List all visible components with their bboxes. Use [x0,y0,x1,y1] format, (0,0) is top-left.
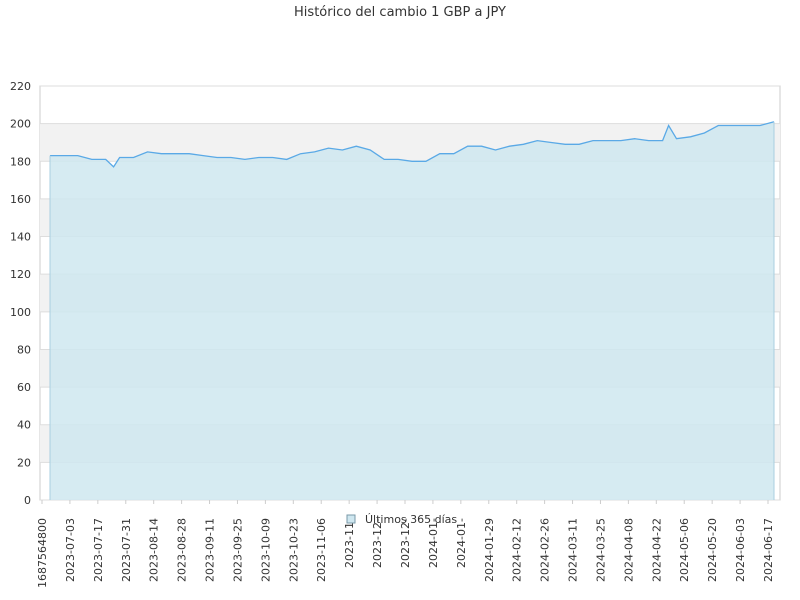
x-tick-label: 2023-10-09 [259,518,272,582]
y-tick-label: 180 [10,155,31,168]
x-tick-label: 2024-03-11 [567,518,580,582]
x-tick-label: 2023-11-06 [315,518,328,582]
y-tick-label: 0 [24,494,31,507]
x-tick-label: 2023-07-31 [120,518,133,582]
x-tick-label: 2023-09-11 [204,518,217,582]
x-tick-label: 2024-02-26 [539,518,552,582]
x-tick-label: 2024-04-08 [622,518,635,582]
x-tick-label: 2023-10-23 [287,518,300,582]
legend-label-series-0[interactable]: Últimos 365 días [365,513,457,526]
x-tick-label: 2024-02-12 [511,518,524,582]
y-tick-label: 80 [17,343,31,356]
x-tick-label: 2024-01- [427,518,440,568]
series-0-line [50,121,775,168]
x-tick-label: 2024-05-20 [706,518,719,582]
x-tick-label: 2023-08-14 [148,518,161,582]
x-tick-label: 2023-09-25 [231,518,244,582]
series-area [49,121,775,501]
x-tick-label: 2024-04-22 [650,518,663,582]
x-tick-label: 2023-12- [371,518,384,568]
legend-swatch[interactable] [346,514,356,524]
x-tick-label: 2023-11- [343,518,356,568]
y-tick-label: 60 [17,381,31,394]
x-tick-label: 2024-03-25 [594,518,607,582]
x-tick-label: 2024-05-06 [678,518,691,582]
legend[interactable]: Últimos 365 días [346,513,457,526]
y-tick-label: 220 [10,80,31,93]
x-tick-label: 2023-07-17 [92,518,105,582]
x-tick-label: 2023-07-03 [64,518,77,582]
y-tick-label: 200 [10,118,31,131]
y-tick-label: 120 [10,268,31,281]
y-tick-label: 160 [10,193,31,206]
x-tick-label: 2024-06-03 [734,518,747,582]
y-axis: 0 20 40 60 80 100 120 140 160 180 200 220 [10,80,31,507]
y-tick-label: 20 [17,456,31,469]
x-tick-label: 2024-01- [455,518,468,568]
y-tick-label: 140 [10,231,31,244]
y-tick-label: 40 [17,419,31,432]
x-tick-label: 2024-06-17 [762,518,775,582]
x-axis: 1687564800 2023-07-03 2023-07-17 2023-07-31… [36,500,775,588]
x-tick-label: 2023-08-28 [176,518,189,582]
x-tick-label: 2024-01-29 [483,518,496,582]
x-tick-label: 1687564800 [36,518,49,588]
x-tick-label: 2023-12- [399,518,412,568]
y-tick-label: 100 [10,306,31,319]
chart-title: Histórico del cambio 1 GBP a JPY [294,5,506,20]
series-0-area-fill [50,121,774,501]
